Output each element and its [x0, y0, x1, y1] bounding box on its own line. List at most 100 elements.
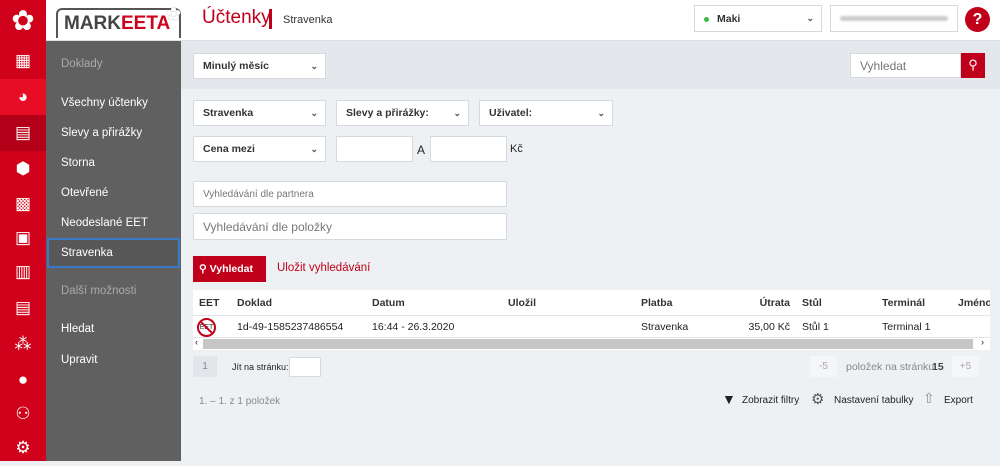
help-button[interactable]: ? [965, 7, 990, 32]
chevron-down-icon: ⌄ [310, 107, 318, 118]
chevron-down-icon: ⌄ [806, 13, 814, 23]
nav-item-edit[interactable]: Upravit [61, 354, 98, 366]
minus-5-button[interactable]: -5 [810, 356, 837, 377]
flower-logo-icon[interactable]: ✿ [11, 5, 35, 36]
export-icon[interactable]: ⇧ [923, 390, 935, 406]
gear-icon[interactable]: ⚙ [811, 391, 825, 408]
goto-page-label: Jít na stránku: [232, 362, 289, 372]
box-icon[interactable]: ⬢ [15, 159, 31, 178]
icon-sidebar: ✿ ▦ ◕ ▤ ⬢ ▩ ▣ ▥ ▤ ⁂ ● ⚇ ⚙ [0, 0, 46, 461]
users-icon[interactable]: ⚇ [15, 404, 31, 423]
receipts-icon[interactable]: ▤ [0, 115, 46, 151]
nav-section-doklady: Doklady [61, 58, 103, 70]
price-from-input[interactable] [336, 136, 413, 162]
calculator-icon[interactable]: ▩ [14, 194, 32, 213]
cell-doklad[interactable]: 1d-49-1585237486554 [237, 321, 344, 333]
cash-register-icon[interactable]: ▣ [14, 228, 32, 247]
cell-utrata: 35,00 Kč [748, 321, 790, 333]
column-header-terminal[interactable]: Terminál [882, 297, 925, 309]
column-header-doklad[interactable]: Doklad [237, 297, 273, 309]
user-select-value: Maki [717, 12, 741, 25]
nav-item-all-receipts[interactable]: Všechny účtenky [61, 97, 148, 109]
nav-item-discounts[interactable]: Slevy a přirážky [61, 127, 143, 139]
cell-platba: Stravenka [641, 321, 689, 333]
search-button[interactable]: ⚲ Vyhledat [193, 256, 266, 282]
discounts-select[interactable]: Slevy a přirážky: ⌄ [336, 100, 469, 126]
title-divider [269, 9, 272, 29]
scrollbar-thumb[interactable] [203, 339, 973, 349]
user-icon[interactable]: ● [17, 370, 29, 389]
gear-icon[interactable]: ⚙ [15, 438, 31, 457]
per-page-label: položek na stránku [846, 361, 935, 373]
cell-terminal: Terminal 1 [882, 321, 931, 333]
nav-item-storno[interactable]: Storna [61, 157, 95, 169]
discounts-value: Slevy a přirážky: [346, 107, 429, 119]
search-input[interactable]: Vyhledat [850, 53, 961, 78]
payment-value: Stravenka [203, 107, 254, 119]
dashboard-icon[interactable]: ▦ [14, 51, 32, 70]
search-icon: ⚲ [199, 263, 210, 275]
partner-search-input[interactable]: Vyhledávání dle partnera [193, 181, 507, 207]
eet-not-sent-icon: EET [197, 318, 216, 337]
payment-select[interactable]: Stravenka ⌄ [193, 100, 326, 126]
nav-item-unsent-eet[interactable]: Neodeslané EET [61, 217, 148, 229]
plus-5-button[interactable]: +5 [952, 356, 979, 377]
cell-stul: Stůl 1 [802, 321, 829, 333]
clipboard-icon[interactable]: ▥ [14, 262, 32, 281]
show-filters-button[interactable]: Zobrazit filtry [742, 395, 800, 406]
result-summary: 1. – 1. z 1 položek [199, 396, 281, 407]
price-select[interactable]: Cena mezi ⌄ [193, 136, 326, 162]
breadcrumb-subtitle: Stravenka [283, 14, 333, 26]
user-filter-select[interactable]: Uživatel: ⌄ [479, 100, 613, 126]
column-header-stul[interactable]: Stůl [802, 297, 822, 309]
column-header-jmeno[interactable]: Jméno [958, 297, 990, 309]
sub-navigation: Doklady Všechny účtenky Slevy a přirážky… [46, 41, 181, 461]
cell-datum: 16:44 - 26.3.2020 [372, 321, 455, 333]
search-icon[interactable]: ⚲ [961, 53, 985, 78]
brand-logo[interactable]: MARKEETA [56, 8, 181, 38]
chevron-down-icon: ⌄ [310, 60, 318, 71]
price-value: Cena mezi [203, 143, 255, 155]
item-search-input[interactable]: Vyhledávání dle položky [193, 213, 507, 240]
brand-text: MARK [64, 13, 121, 34]
horizontal-scrollbar[interactable]: ‹ › [193, 337, 990, 350]
nav-item-stravenka[interactable]: Stravenka [47, 238, 180, 268]
period-select[interactable]: Minulý měsíc ⌄ [193, 53, 326, 79]
column-header-utrata[interactable]: Útrata [759, 297, 790, 309]
period-value: Minulý měsíc [203, 60, 269, 72]
scroll-left-icon[interactable]: ‹ [195, 337, 198, 347]
pie-chart-icon[interactable]: ◕ [0, 79, 46, 115]
nav-item-search[interactable]: Hledat [61, 323, 95, 335]
save-search-link[interactable]: Uložit vyhledávání [277, 262, 371, 274]
column-header-platba[interactable]: Platba [641, 297, 673, 309]
scroll-right-icon[interactable]: › [981, 337, 984, 347]
export-button[interactable]: Export [944, 395, 973, 406]
page-1-button[interactable]: 1 [193, 356, 217, 377]
printer-icon[interactable]: ▤ [14, 298, 32, 317]
user-select[interactable]: Maki ⌄ [694, 5, 822, 32]
nav-section-more: Další možnosti [61, 285, 137, 297]
account-email-blurred[interactable] [830, 5, 958, 32]
goto-page-input[interactable] [289, 357, 321, 377]
boxes-icon[interactable]: ⁂ [14, 334, 32, 353]
chevron-down-icon: ⌄ [453, 107, 461, 118]
and-label: A [417, 143, 426, 157]
page-title: Účtenky [202, 7, 271, 28]
user-filter-value: Uživatel: [489, 107, 533, 119]
price-to-input[interactable] [430, 136, 507, 162]
chevron-down-icon: ⌄ [310, 143, 318, 154]
filter-funnel-icon[interactable]: ▼ [722, 391, 736, 407]
chevron-down-icon: ⌄ [597, 107, 605, 118]
receipts-table [193, 290, 990, 338]
per-page-value: 15 [932, 361, 944, 373]
status-dot-icon [704, 17, 709, 22]
nav-item-open[interactable]: Otevřené [61, 187, 109, 199]
currency-label: Kč [510, 143, 523, 155]
brand-accent: EETA [121, 13, 171, 34]
column-header-ulozil[interactable]: Uložil [508, 297, 536, 309]
column-header-eet[interactable]: EET [199, 297, 220, 309]
column-header-datum[interactable]: Datum [372, 297, 405, 309]
search-button-label: Vyhledat [209, 263, 253, 275]
brand-flower-icon: ✿ [166, 4, 182, 24]
table-settings-button[interactable]: Nastavení tabulky [834, 395, 914, 406]
